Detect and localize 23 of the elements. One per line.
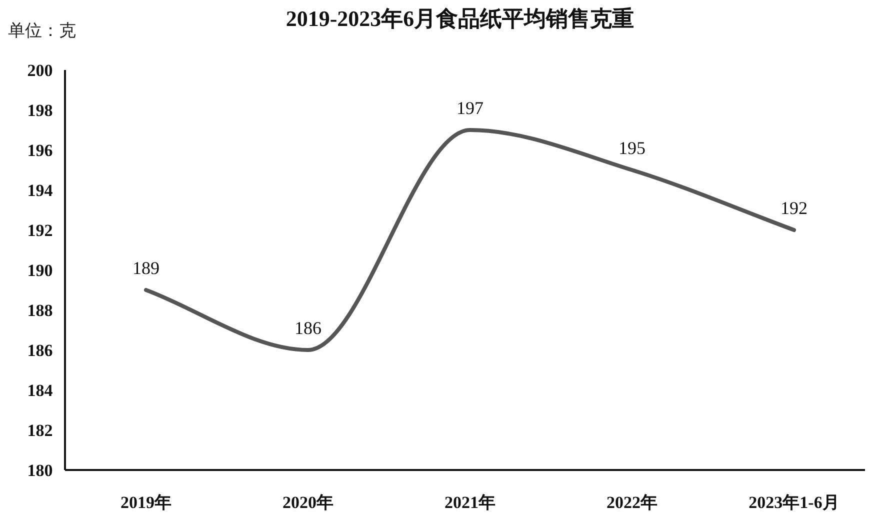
y-tick-label: 192	[27, 221, 53, 240]
data-label: 195	[618, 138, 646, 158]
y-tick-label: 200	[27, 61, 53, 80]
y-tick-label: 186	[27, 341, 53, 360]
text: 单位：克	[8, 21, 76, 40]
y-tick-label: 190	[27, 261, 53, 280]
data-label: 186	[294, 318, 322, 338]
y-tick-label: 182	[27, 421, 53, 440]
x-tick-label: 2021年	[444, 493, 496, 512]
data-label: 197	[456, 98, 484, 118]
x-tick-label: 2023年1-6月	[748, 493, 840, 512]
y-tick-label: 188	[27, 301, 53, 320]
y-tick-label: 196	[27, 141, 53, 160]
x-tick-label: 2020年	[282, 493, 334, 512]
chart-title: 2019-2023年6月食品纸平均销售克重	[286, 6, 634, 31]
x-tick-label: 2019年	[120, 493, 172, 512]
y-tick-label: 184	[27, 381, 54, 400]
y-tick-label: 198	[27, 101, 53, 120]
y-tick-label: 194	[27, 181, 54, 200]
x-tick-label: 2022年	[606, 493, 658, 512]
data-label: 189	[132, 258, 160, 278]
data-label: 192	[780, 198, 808, 218]
y-tick-label: 180	[27, 461, 53, 480]
